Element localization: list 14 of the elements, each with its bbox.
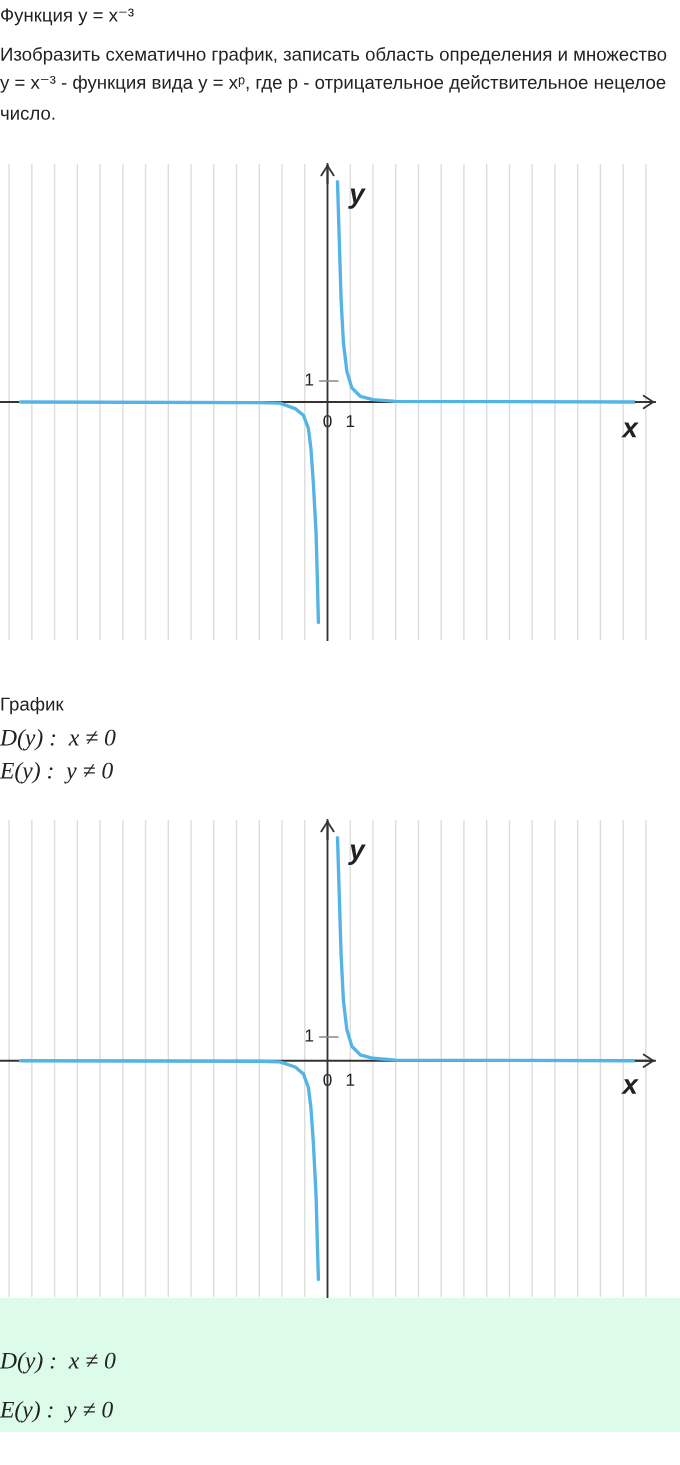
text: Функция y = x⁻³ bbox=[1, 8, 134, 26]
text: D(y) : x ≠ 0 bbox=[0, 729, 116, 751]
text: Изобразить схематично график, записать область определения и множество bbox=[1, 47, 667, 65]
text: E(y) : y ≠ 0 bbox=[0, 762, 113, 784]
text: y = x⁻³ - функция вида y = xᵖ, где p - отрицательное действительное нецелое число. bbox=[0, 75, 666, 120]
text: D(y) : x ≠ 0 bbox=[0, 1352, 116, 1374]
x-axis-title: x bbox=[621, 1079, 639, 1094]
text: E(y) : y ≠ 0 bbox=[0, 1401, 113, 1423]
y-axis-title: y bbox=[348, 188, 366, 209]
x-axis-title: x bbox=[621, 422, 639, 438]
annotation: 1 bbox=[305, 373, 314, 386]
text: График bbox=[1, 697, 64, 715]
annotation: 1 bbox=[305, 1029, 314, 1042]
y-axis-title: y bbox=[348, 844, 366, 865]
